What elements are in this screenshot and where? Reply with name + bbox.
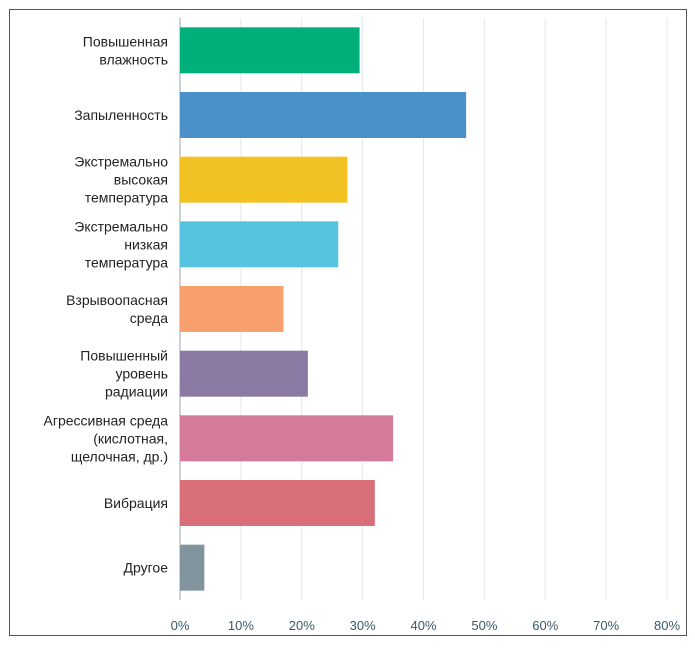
x-tick-label: 80% [654, 618, 680, 633]
category-label: Экстремально низкая температура [74, 218, 168, 270]
bar [180, 480, 375, 526]
category-label: Повышенная влажность [83, 33, 168, 67]
x-tick-labels: 0% 10% 20% 30% 40% 50% 60% 70% 80% [171, 618, 681, 633]
x-tick-label: 70% [593, 618, 619, 633]
bar [180, 156, 348, 203]
category-label: Другое [124, 560, 169, 576]
bar [180, 415, 394, 462]
x-tick-label: 30% [350, 618, 376, 633]
bar [180, 221, 339, 268]
category-label: Вибрация [104, 495, 168, 511]
category-label: Агрессивная среда (кислотная, щелочная, др… [44, 412, 169, 464]
bar [180, 92, 467, 138]
x-tick-label: 60% [532, 618, 558, 633]
bars [180, 27, 467, 591]
category-label: Экстремально высокая температура [74, 154, 168, 206]
x-tick-label: 50% [471, 618, 497, 633]
category-label: Повышенный уровень радиации [80, 348, 168, 400]
x-tick-label: 0% [171, 618, 190, 633]
x-tick-label: 40% [410, 618, 436, 633]
category-labels: Повышенная влажность Запыленность Экстремал… [44, 33, 169, 575]
category-label: Взрывоопасная среда [66, 292, 168, 326]
bar [180, 286, 284, 332]
bar [180, 544, 205, 591]
category-label: Запыленность [74, 107, 168, 123]
chart-border [9, 9, 687, 636]
bar [180, 27, 360, 74]
x-tick-label: 20% [289, 618, 315, 633]
x-tick-label: 10% [228, 618, 254, 633]
bar [180, 350, 308, 397]
